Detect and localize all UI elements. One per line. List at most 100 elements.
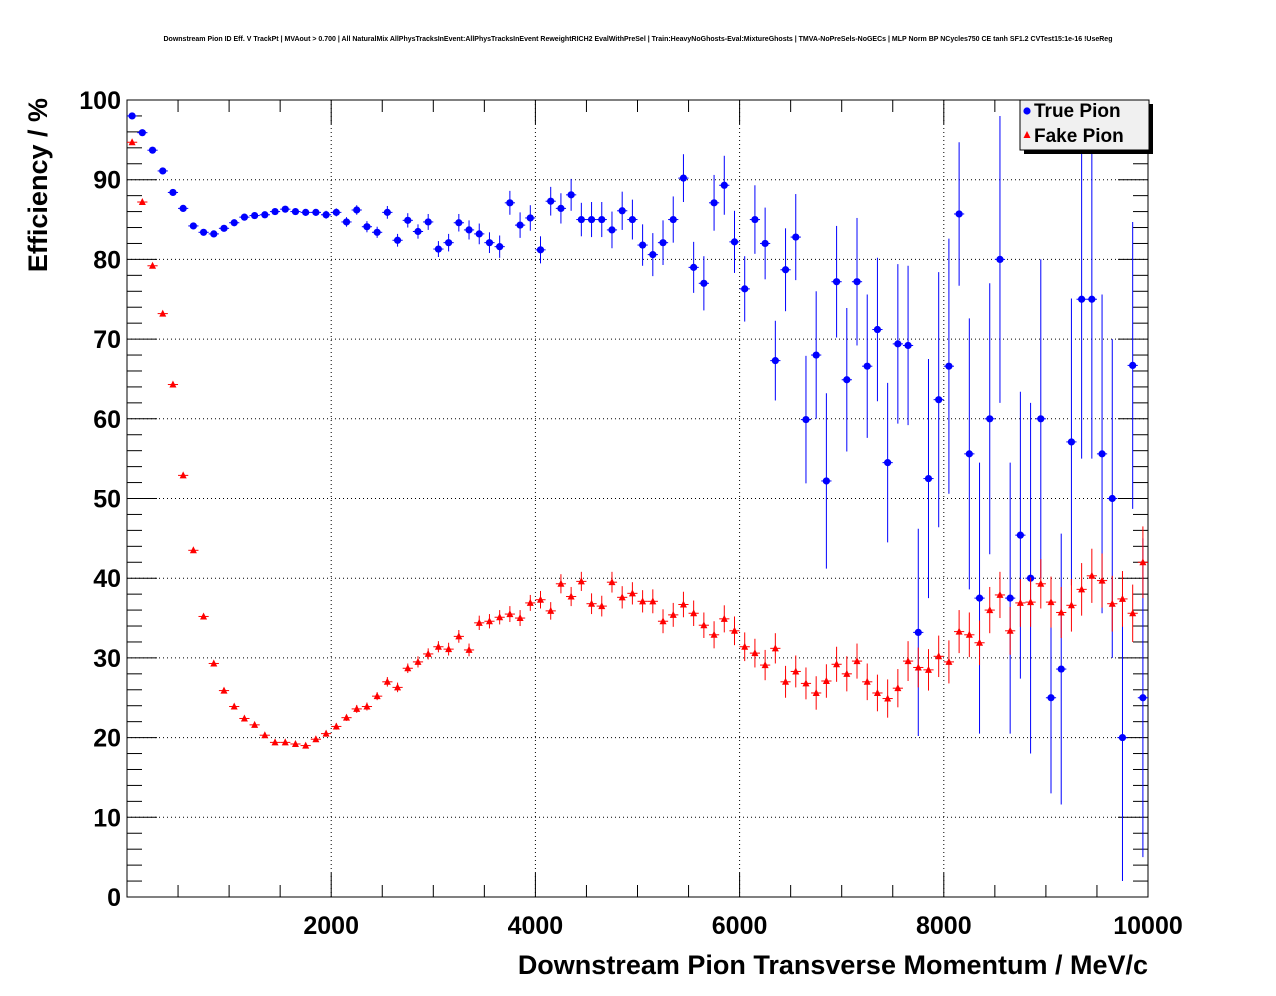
- y-tick-label: 0: [107, 884, 121, 912]
- data-point: [700, 621, 708, 629]
- data-point: [730, 238, 739, 246]
- data-point: [465, 645, 473, 653]
- data-point: [863, 677, 871, 685]
- y-axis-title: Efficiency / %: [23, 98, 53, 272]
- data-point: [312, 735, 320, 743]
- data-point: [853, 278, 861, 286]
- data-point: [822, 677, 830, 685]
- data-point: [945, 657, 953, 665]
- legend-marker-true-pion: [1023, 107, 1031, 115]
- data-point: [863, 362, 871, 370]
- y-tick-label: 40: [93, 565, 121, 593]
- data-point: [200, 612, 208, 620]
- data-point: [679, 174, 688, 182]
- y-tick-label: 30: [93, 645, 121, 673]
- data-point: [394, 683, 402, 691]
- data-point: [322, 211, 330, 219]
- data-point: [455, 632, 463, 640]
- data-point: [792, 667, 800, 675]
- x-axis-title: Downstream Pion Transverse Momentum / Me…: [518, 950, 1148, 980]
- y-tick-labels: 0 10 20 30 40 50 60 70 80 90 100: [79, 87, 121, 912]
- data-point: [1057, 665, 1065, 673]
- data-point: [353, 704, 361, 712]
- data-point: [1118, 734, 1127, 742]
- data-point: [353, 206, 361, 214]
- data-point: [771, 357, 779, 365]
- data-point: [986, 415, 994, 423]
- data-point: [240, 714, 248, 722]
- data-point: [812, 688, 820, 696]
- data-point: [506, 199, 514, 207]
- data-point: [281, 205, 289, 213]
- data-point: [1047, 694, 1055, 702]
- data-point: [639, 241, 647, 249]
- series-fake-pion: [127, 138, 1148, 749]
- data-point: [189, 222, 197, 230]
- data-point: [547, 197, 555, 205]
- data-point: [812, 351, 820, 359]
- data-point: [1067, 438, 1076, 446]
- data-point: [618, 593, 626, 601]
- data-point: [302, 741, 310, 749]
- data-point: [751, 649, 759, 657]
- data-point: [975, 594, 984, 602]
- data-point: [1027, 598, 1035, 606]
- data-point: [128, 138, 136, 146]
- data-point: [781, 266, 790, 274]
- data-point: [373, 692, 381, 700]
- x-tick-label: 4000: [508, 912, 564, 940]
- data-point: [343, 713, 351, 721]
- data-point: [271, 207, 279, 216]
- data-point: [1139, 558, 1147, 566]
- data-point: [720, 614, 728, 622]
- data-point: [506, 610, 514, 618]
- data-point: [1006, 594, 1014, 602]
- data-point: [761, 239, 769, 248]
- data-point: [1088, 295, 1096, 303]
- data-point: [424, 649, 432, 657]
- data-point: [342, 218, 351, 226]
- y-tick-label: 60: [93, 406, 121, 434]
- data-point: [792, 233, 800, 241]
- data-point: [935, 396, 943, 404]
- data-point: [455, 219, 463, 227]
- data-point: [159, 309, 167, 317]
- data-point: [1047, 598, 1055, 606]
- data-point: [1129, 609, 1137, 617]
- data-point: [965, 450, 973, 458]
- data-point: [445, 645, 453, 653]
- data-point: [608, 226, 616, 234]
- data-point: [904, 657, 912, 665]
- data-point: [230, 219, 238, 227]
- data-point: [302, 208, 310, 216]
- data-point: [884, 459, 892, 467]
- data-point: [485, 617, 493, 625]
- y-tick-label: 70: [93, 326, 121, 354]
- data-point: [924, 474, 933, 483]
- y-tick-label: 10: [93, 804, 121, 832]
- data-point: [169, 380, 177, 388]
- data-point: [976, 638, 984, 646]
- data-point: [587, 215, 596, 224]
- data-point: [138, 129, 146, 137]
- data-point: [710, 630, 718, 638]
- data-point: [526, 214, 534, 222]
- data-point: [1057, 608, 1065, 616]
- data-point: [169, 188, 177, 197]
- data-point: [832, 278, 841, 286]
- data-point: [802, 679, 810, 687]
- data-point: [291, 207, 300, 216]
- data-point: [679, 600, 687, 608]
- data-point: [179, 471, 187, 479]
- data-point: [730, 626, 738, 634]
- data-point: [873, 688, 881, 696]
- data-point: [159, 167, 167, 175]
- data-point: [1088, 571, 1096, 579]
- data-point: [628, 589, 636, 597]
- data-point: [782, 677, 790, 685]
- data-point: [1037, 415, 1045, 423]
- series-true-pion: [127, 112, 1148, 882]
- data-point: [434, 245, 443, 253]
- data-point: [383, 208, 391, 216]
